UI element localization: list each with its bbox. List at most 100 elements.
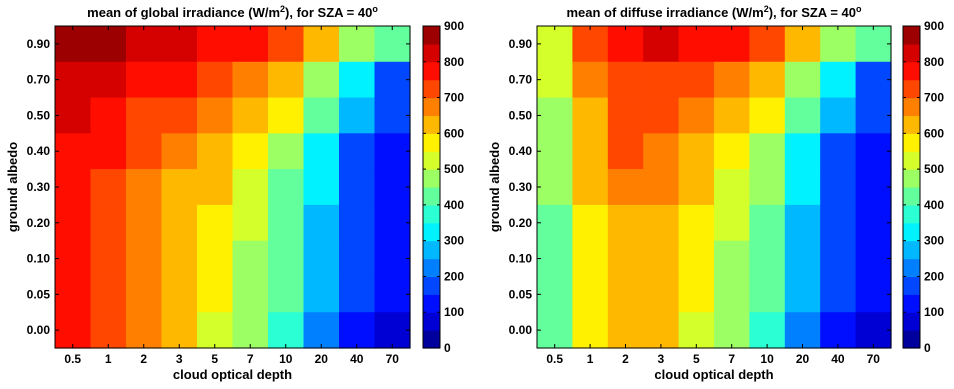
heatmap-cell <box>784 133 821 170</box>
heatmap-cell <box>339 26 376 63</box>
y-tick-label: 0.90 <box>27 37 51 51</box>
heatmap-cell <box>90 240 127 278</box>
heatmap-cell <box>197 26 234 63</box>
x-axis-label: cloud optical depth <box>654 367 773 382</box>
heatmap-cell <box>714 61 750 99</box>
colorbar-tick-label: 800 <box>444 55 464 69</box>
heatmap-cell <box>268 276 305 313</box>
y-tick-label: 0.50 <box>509 108 533 122</box>
heatmap-cell <box>678 97 715 134</box>
heatmap-cell <box>820 133 857 170</box>
colorbar-segment <box>423 151 440 170</box>
heatmap-cell <box>537 61 573 99</box>
heatmap-cell <box>197 61 234 99</box>
heatmap-cell <box>197 312 234 349</box>
colorbar-segment <box>423 204 440 224</box>
heatmap-cell <box>537 26 573 63</box>
heatmap-cell <box>126 26 163 63</box>
colorbar-segment <box>903 169 920 188</box>
heatmap-cell <box>197 240 234 278</box>
colorbar-tick-label: 300 <box>924 234 944 248</box>
heatmap-panel-1: 0.5 1 2 3 5 7 10 20 40 700.900.700.500.400.300.20… <box>5 4 464 382</box>
x-tick-label: 5 <box>693 352 700 366</box>
heatmap-cell <box>339 97 376 134</box>
colorbar-segment <box>903 240 920 260</box>
heatmap-cell <box>55 276 92 313</box>
colorbar-tick-label: 400 <box>924 198 944 212</box>
colorbar-segment <box>423 115 440 134</box>
colorbar-segment <box>903 222 920 242</box>
heatmap-cell <box>714 276 750 313</box>
heatmap-cell <box>572 97 609 134</box>
heatmap-cell <box>126 61 163 99</box>
colorbar-tick-label: 0 <box>924 341 931 355</box>
heatmap-cell <box>855 312 892 349</box>
heatmap-cell <box>339 204 376 242</box>
heatmap-cell <box>714 312 750 349</box>
heatmap-cell <box>126 240 163 278</box>
heatmap-cell <box>714 133 750 170</box>
heatmap-cell <box>232 204 269 242</box>
heatmap-cell <box>374 240 411 278</box>
heatmap-cell <box>90 204 127 242</box>
heatmap-cell <box>374 204 411 242</box>
heatmap-cell <box>339 169 376 206</box>
heatmap-cell <box>784 26 821 63</box>
heatmap-cell <box>374 61 411 99</box>
heatmap-cell <box>161 26 198 63</box>
heatmap-cell <box>374 97 411 134</box>
heatmap-cell <box>268 97 305 134</box>
colorbar-segment <box>903 43 920 63</box>
heatmap-cell <box>90 169 127 206</box>
heatmap-cell <box>643 240 680 278</box>
heatmap-cell <box>714 204 750 242</box>
title-text: ), for SZA = 40 <box>285 5 372 20</box>
heatmap-cell <box>749 312 786 349</box>
heatmap-cell <box>607 169 644 206</box>
heatmap-cell <box>678 276 715 313</box>
y-tick-label: 0.30 <box>509 180 533 194</box>
heatmap-cell <box>197 97 234 134</box>
colorbar-tick-label: 900 <box>444 19 464 33</box>
colorbar-segment <box>903 151 920 170</box>
heatmap-cell <box>161 61 198 99</box>
heatmap-cell <box>197 276 234 313</box>
heatmap-cell <box>90 312 127 349</box>
x-tick-label: 0.5 <box>546 352 563 366</box>
heatmap-cell <box>374 133 411 170</box>
y-tick-label: 0.10 <box>509 252 533 266</box>
heatmap-cell <box>339 276 376 313</box>
heatmap-cell <box>607 276 644 313</box>
y-tick-label: 0.30 <box>27 180 51 194</box>
colorbar: 900 800 700 600 500 400 300 200 100 0 <box>902 19 944 355</box>
x-tick-label: 7 <box>247 352 254 366</box>
heatmap-cell <box>161 240 198 278</box>
colorbar-tick-label: 600 <box>444 126 464 140</box>
heatmap-cell <box>303 204 340 242</box>
heatmap-cell <box>161 97 198 134</box>
heatmap-cell <box>126 169 163 206</box>
heatmap-cell <box>232 26 269 63</box>
heatmap-cell <box>232 61 269 99</box>
heatmap-cell <box>55 97 92 134</box>
heatmap-cell <box>643 133 680 170</box>
heatmap-cell <box>643 312 680 349</box>
heatmap-cell <box>678 312 715 349</box>
heatmap-cell <box>197 169 234 206</box>
colorbar-segment <box>423 294 440 313</box>
colorbar-segment <box>903 61 920 81</box>
colorbar-tick-label: 300 <box>444 234 464 248</box>
heatmap-cell <box>643 169 680 206</box>
heatmap-cell <box>855 133 892 170</box>
heatmap-cell <box>749 276 786 313</box>
colorbar-tick-label: 700 <box>924 91 944 105</box>
heatmap-cell <box>232 276 269 313</box>
heatmap-cell <box>820 276 857 313</box>
heatmap-cell <box>268 133 305 170</box>
heatmap-cell <box>303 276 340 313</box>
colorbar-segment <box>423 312 440 331</box>
x-axis-label: cloud optical depth <box>173 367 292 382</box>
heatmap-cell <box>749 61 786 99</box>
heatmap-cell <box>820 61 857 99</box>
